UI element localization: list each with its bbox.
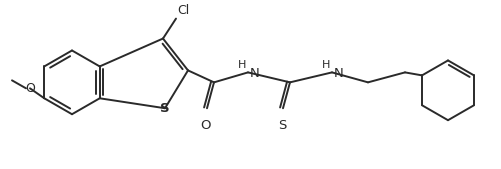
Text: N: N <box>250 67 260 80</box>
Text: H: H <box>322 60 330 70</box>
Text: O: O <box>25 82 35 95</box>
Text: H: H <box>237 60 246 70</box>
Text: S: S <box>278 119 286 132</box>
Text: O: O <box>201 119 211 132</box>
Text: Cl: Cl <box>177 4 189 17</box>
Text: N: N <box>334 67 344 80</box>
Text: S: S <box>160 102 170 115</box>
